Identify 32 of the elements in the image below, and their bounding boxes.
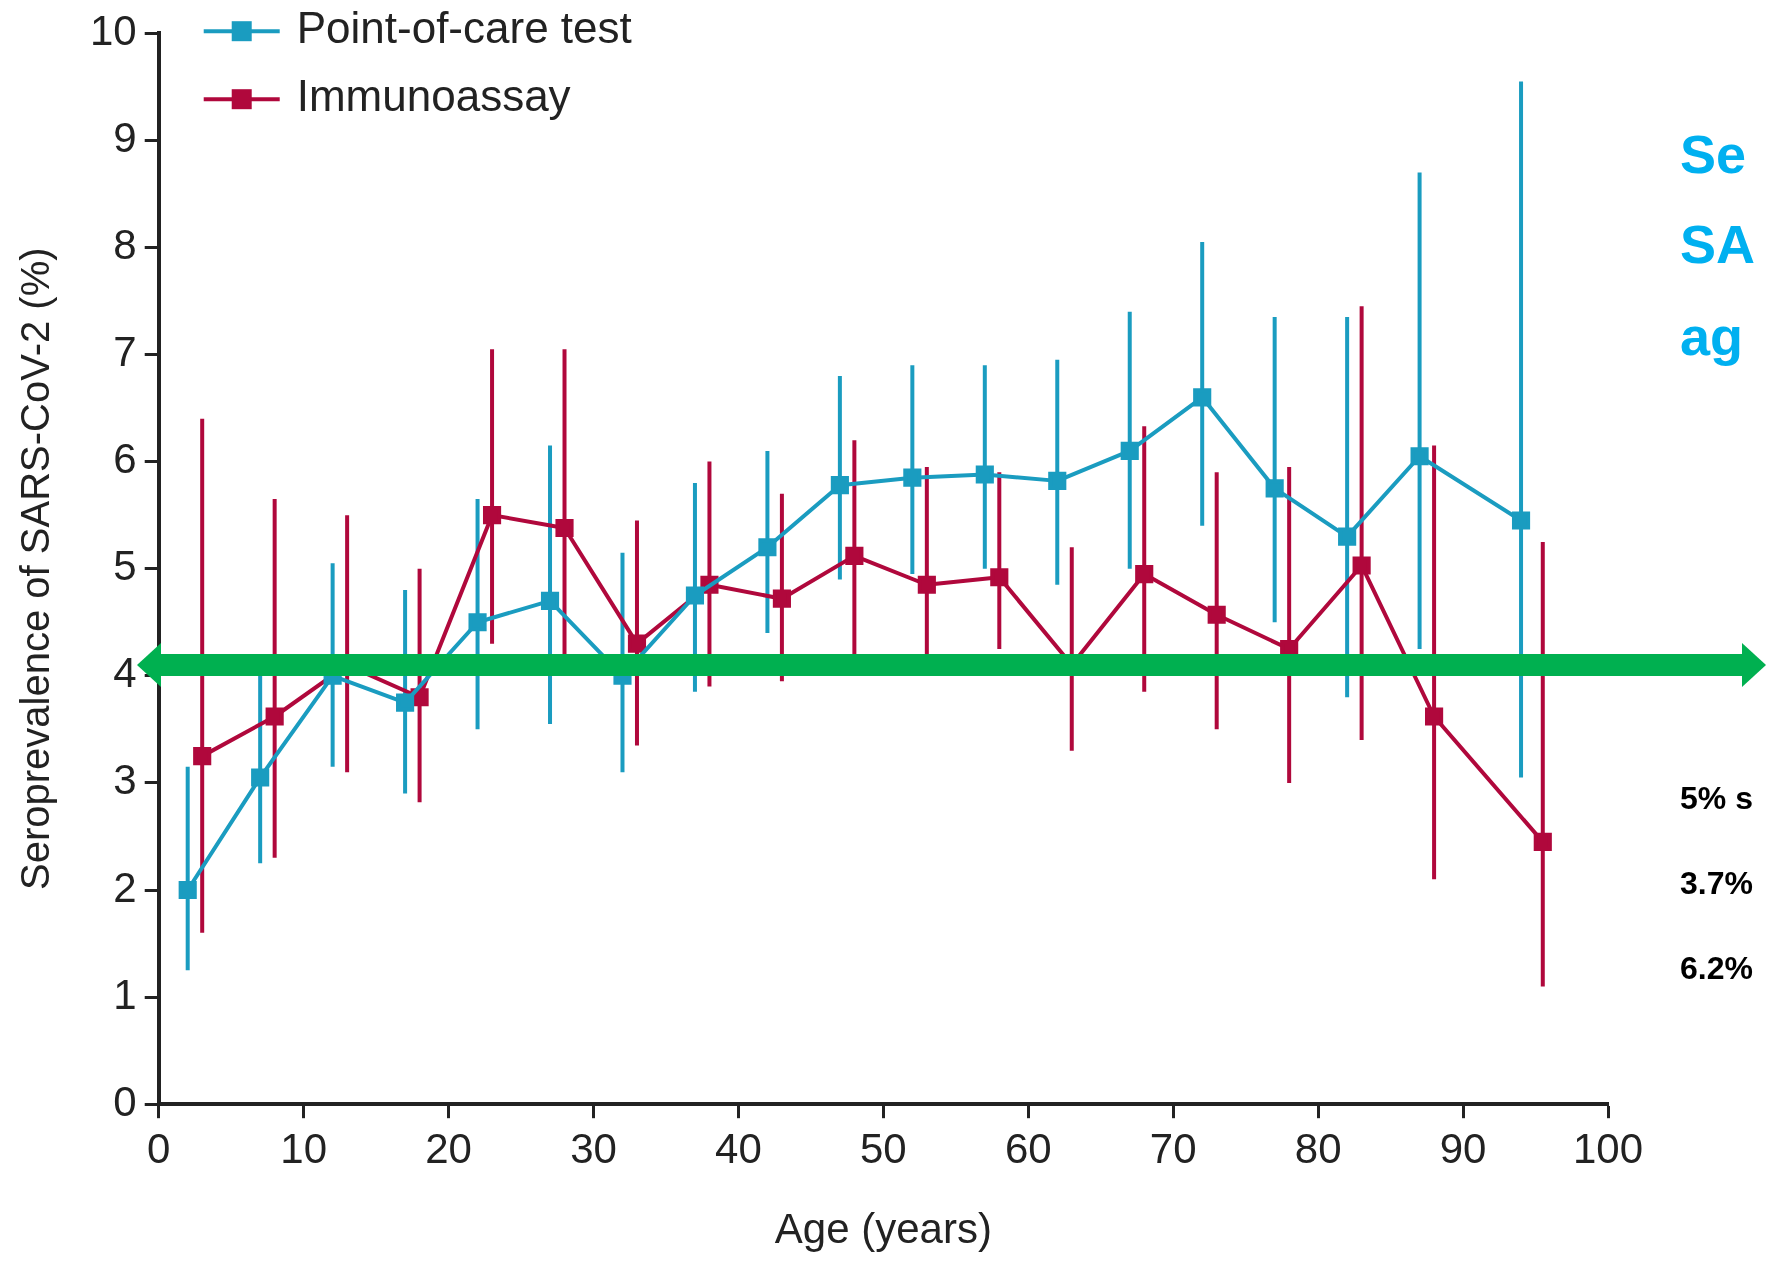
y-tick-label: 6 — [113, 435, 137, 483]
legend-label: Immunoassay — [296, 71, 571, 121]
y-tick-label: 5 — [113, 542, 137, 590]
x-axis-title: Age (years) — [774, 1205, 992, 1253]
text: 5% s — [1680, 779, 1753, 816]
x-tick-label: 30 — [570, 1124, 617, 1172]
text: SA — [1680, 213, 1756, 274]
text: ag — [1680, 305, 1744, 366]
x-tick-label: 100 — [1572, 1124, 1644, 1172]
y-tick-label: 1 — [113, 970, 137, 1018]
x-tick-label: 40 — [715, 1124, 762, 1172]
x-tick-label: 80 — [1294, 1124, 1342, 1172]
x-tick-label: 20 — [425, 1124, 472, 1172]
y-tick-label: 10 — [90, 6, 137, 54]
x-tick-label: 0 — [147, 1124, 171, 1172]
y-tick-label: 0 — [113, 1077, 137, 1125]
y-tick-label: 9 — [113, 113, 137, 161]
y-tick-label: 2 — [113, 863, 137, 911]
x-tick-label: 70 — [1149, 1124, 1197, 1172]
y-tick-label: 8 — [113, 220, 137, 268]
x-tick-label: 90 — [1439, 1124, 1487, 1172]
text: 6.2% — [1680, 949, 1753, 986]
y-tick-label: 7 — [113, 328, 137, 376]
y-axis-title: Seroprevalence of SARS-CoV-2 (%) — [13, 247, 58, 890]
y-tick-label: 3 — [113, 756, 137, 804]
x-tick-label: 50 — [860, 1124, 907, 1172]
x-tick-label: 60 — [1004, 1124, 1052, 1172]
x-tick-label: 10 — [280, 1124, 327, 1172]
legend-label: Point-of-care test — [296, 3, 632, 53]
text: 3.7% — [1680, 864, 1753, 901]
y-tick-label: 4 — [113, 649, 137, 697]
text: Se — [1680, 123, 1747, 184]
